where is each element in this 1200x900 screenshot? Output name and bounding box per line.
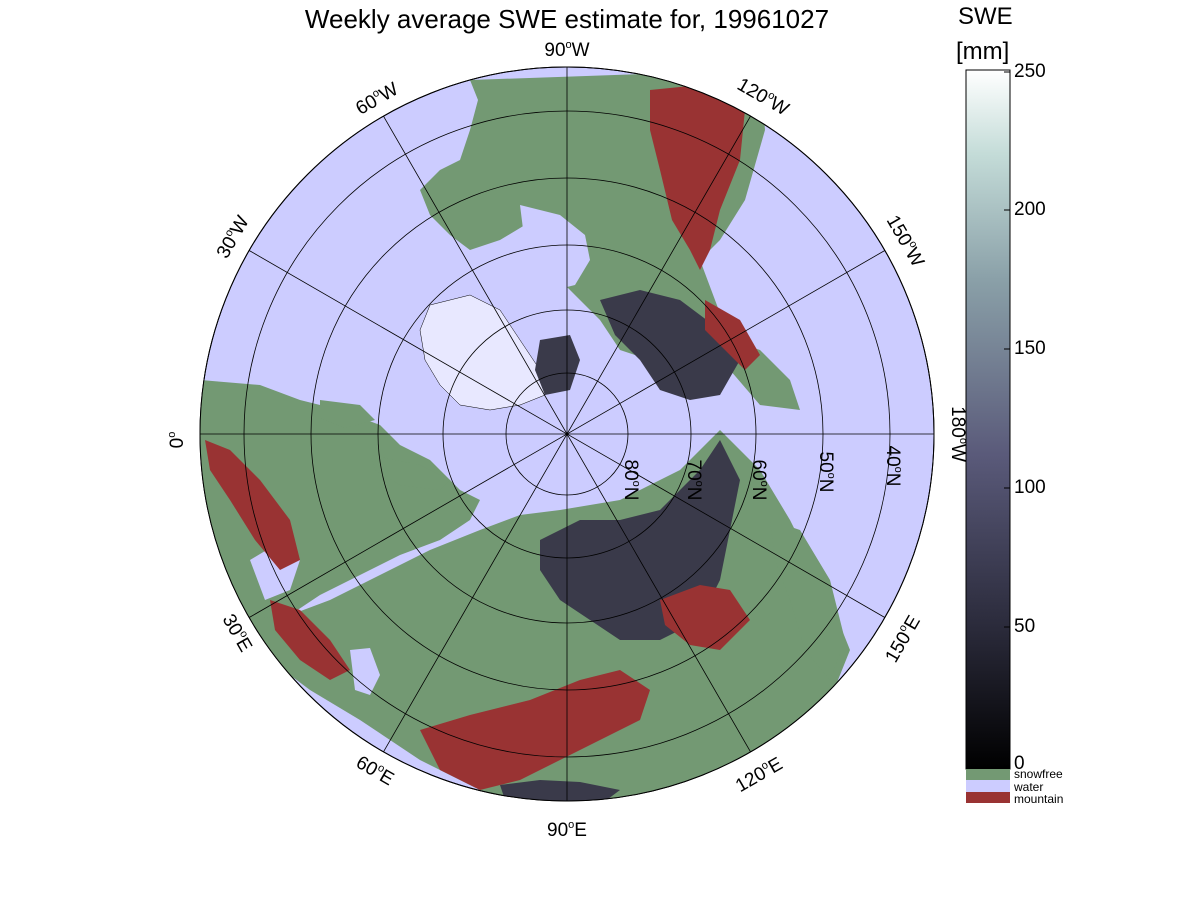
lat-label-70n: 70oN	[683, 460, 705, 501]
lat-label-80n: 80oN	[620, 460, 642, 501]
lat-label-50n: 50oN	[815, 452, 837, 493]
lat-label-60n: 60oN	[748, 460, 770, 501]
lon-label-60e: 60oE	[352, 751, 398, 790]
legend-swatch-snowfree	[966, 769, 1010, 780]
colorbar-tick-100: 100	[1014, 477, 1046, 498]
lon-label-150e: 150oE	[881, 612, 925, 667]
colorbar-tick-50: 50	[1014, 616, 1036, 637]
land-masses	[200, 70, 850, 801]
meridian-lines	[200, 67, 934, 801]
alaska-mountains	[705, 300, 760, 370]
central-asia-mountains	[420, 670, 650, 790]
legend-swatch-water	[966, 780, 1010, 792]
hudson-bay	[520, 205, 590, 290]
caucasus-mountains	[270, 600, 350, 680]
colorbar-unit: [mm]	[956, 38, 1010, 65]
legend-label-water: water	[1014, 780, 1044, 794]
kamchatka	[770, 520, 845, 680]
svalbard	[320, 400, 375, 428]
colorbar-gradient	[965, 69, 1011, 770]
colorbar-tick-150: 150	[1014, 338, 1046, 359]
caspian-sea	[350, 648, 380, 695]
lat-label-40n: 40oN	[882, 446, 904, 487]
colorbar-tick-200: 200	[1014, 199, 1046, 220]
novaya-zemlya	[370, 455, 450, 490]
canadian-archipelago	[535, 335, 580, 395]
colorbar-tick-0: 0	[1014, 753, 1025, 774]
legend-swatch-mountain	[966, 792, 1010, 803]
rockies-mountains	[650, 85, 745, 270]
lon-label-90e: 90oE	[547, 819, 587, 841]
lon-label-120e: 120oE	[732, 753, 787, 797]
meridian-60e-120w	[383, 115, 751, 753]
alaska-snow	[600, 290, 740, 400]
scandinavia-mountains	[205, 440, 300, 570]
map-title: Weekly average SWE estimate for, 1996102…	[304, 4, 830, 34]
lon-label-0: 0o	[166, 432, 188, 449]
greenland	[419, 294, 546, 411]
legend-label-snowfree: snowfree	[1014, 767, 1063, 781]
lon-label-180w: 180oW	[947, 406, 969, 462]
lon-label-90w: 90oW	[544, 39, 589, 61]
colorbar-tick-250: 250	[1014, 61, 1046, 82]
colorbar-ticks	[1004, 71, 1010, 767]
legend-label-mountain: mountain	[1014, 792, 1064, 806]
latitude-labels: 80oN 70oN 60oN 50oN 40oN	[620, 446, 904, 501]
colorbar-title: SWE	[958, 3, 1013, 30]
